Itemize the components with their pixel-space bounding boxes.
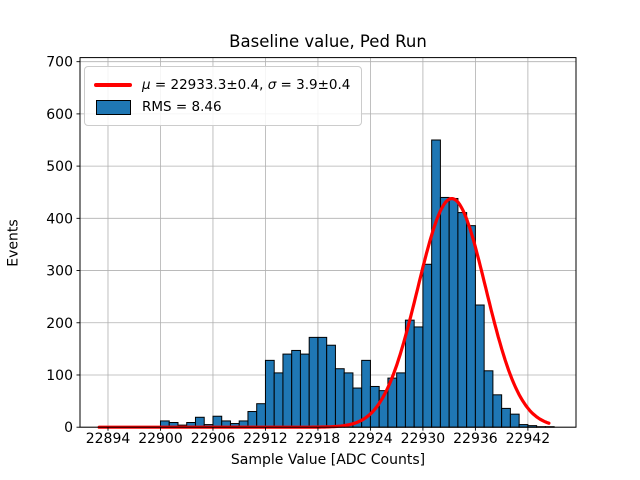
y-tick-label: 200 <box>46 316 73 332</box>
histogram-bar <box>501 407 511 428</box>
plot-border <box>79 57 577 428</box>
y-tick-label: 700 <box>46 55 73 71</box>
histogram-bar <box>431 139 441 428</box>
histogram-bar <box>326 344 336 428</box>
legend: μ = 22933.3±0.4, σ = 3.9±0.4 RMS = 8.46 <box>84 66 363 126</box>
x-tick-label: 22918 <box>296 431 341 447</box>
histogram-bar <box>343 372 354 428</box>
histogram-bar <box>396 372 406 428</box>
mu-symbol: μ <box>142 77 151 93</box>
y-tick-label: 100 <box>46 368 73 384</box>
x-tick-label: 22942 <box>506 431 551 447</box>
x-tick-label: 22906 <box>191 431 236 447</box>
sigma-symbol: σ <box>267 77 277 93</box>
red-line-icon <box>94 83 132 87</box>
x-tick-label: 22912 <box>243 431 288 447</box>
histogram-bar <box>317 336 328 428</box>
histogram-bar <box>273 372 284 428</box>
histogram-bar <box>282 353 293 428</box>
y-axis-label: Events <box>5 219 22 267</box>
y-tick-label: 0 <box>64 420 73 436</box>
legend-entry-rms: RMS = 8.46 <box>94 96 350 118</box>
histogram-bar <box>448 197 459 428</box>
x-tick-label: 22930 <box>401 431 446 447</box>
histogram-bar <box>466 225 476 428</box>
legend-fit-label: μ = 22933.3±0.4, σ = 3.9±0.4 <box>142 77 350 93</box>
x-tick-label: 22900 <box>138 431 183 447</box>
x-tick-label: 22894 <box>86 431 131 447</box>
fit-line-sample <box>94 83 132 87</box>
x-tick-label: 22924 <box>348 431 393 447</box>
sigma-value: = 3.9±0.4 <box>276 77 351 93</box>
legend-entry-fit: μ = 22933.3±0.4, σ = 3.9±0.4 <box>94 74 350 96</box>
chart-title: Baseline value, Ped Run <box>229 32 427 51</box>
histogram-bar <box>422 263 433 428</box>
histogram-bar <box>256 403 266 428</box>
histogram-bar <box>247 411 258 428</box>
histogram-bar <box>509 413 520 428</box>
histogram-bar <box>308 336 319 428</box>
histogram-bar <box>299 353 310 428</box>
histogram-bar <box>264 359 275 428</box>
histogram-bar <box>439 196 450 428</box>
y-tick-label: 300 <box>46 264 73 280</box>
x-axis-label: Sample Value [ADC Counts] <box>230 452 426 468</box>
blue-patch-icon <box>95 99 131 115</box>
legend-rms-label: RMS = 8.46 <box>142 99 222 115</box>
histogram-bar <box>483 370 494 428</box>
histogram-bar <box>413 326 424 428</box>
histogram-bar <box>291 349 301 428</box>
y-tick-label: 400 <box>46 211 73 227</box>
histogram-bar <box>474 304 485 428</box>
histogram-bar <box>212 415 223 428</box>
histogram-bar <box>492 394 503 428</box>
histogram-bar <box>334 368 345 428</box>
x-tick-label: 22936 <box>453 431 498 447</box>
y-tick-label: 500 <box>46 159 73 175</box>
histogram-patch-sample <box>94 99 132 115</box>
y-tick-label: 600 <box>46 107 73 123</box>
mu-value: = 22933.3±0.4, <box>150 77 268 93</box>
histogram-bar <box>457 212 468 428</box>
